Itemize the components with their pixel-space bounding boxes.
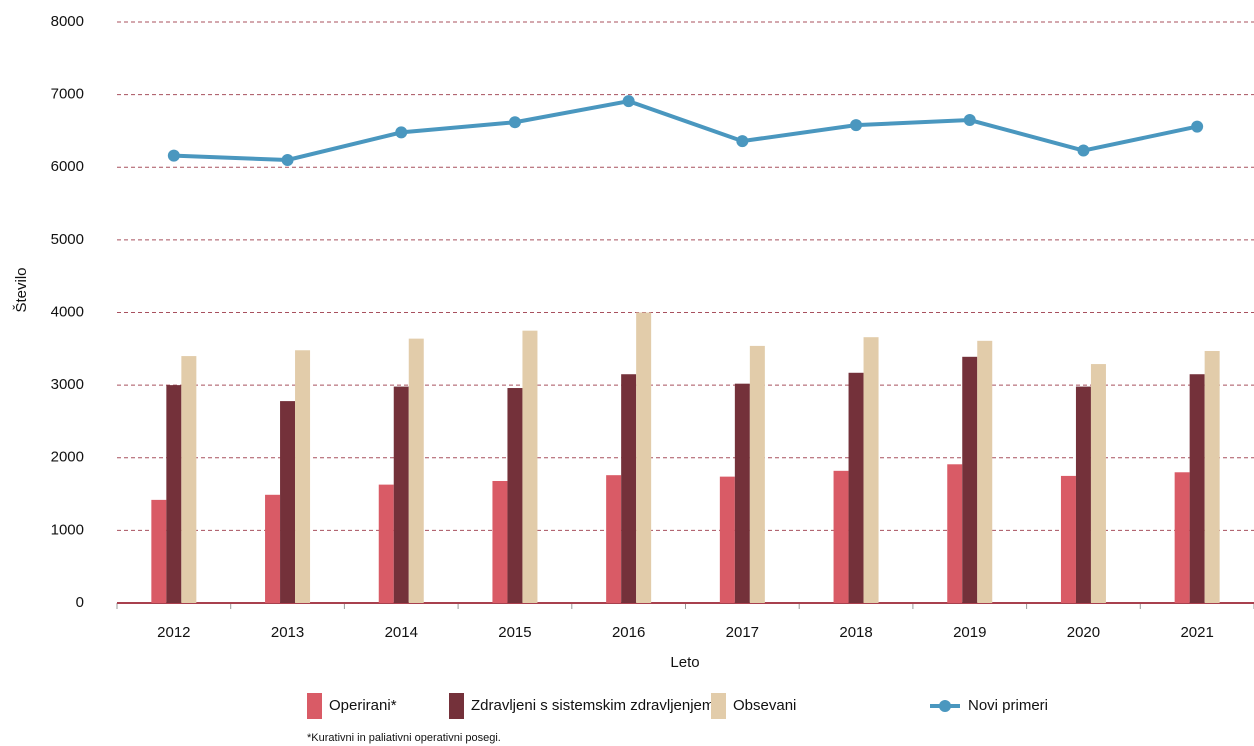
bar — [181, 356, 197, 603]
line-marker — [850, 119, 863, 132]
y-tick-label: 0 — [76, 594, 84, 611]
bar — [378, 484, 394, 603]
line — [173, 99, 1198, 162]
bar — [1204, 350, 1220, 603]
legend-label: Obsevani — [733, 697, 796, 714]
x-tick-label: 2014 — [385, 624, 418, 641]
line-marker — [395, 126, 408, 139]
bar — [265, 494, 281, 603]
x-tick-label: 2013 — [271, 624, 304, 641]
legend-swatch — [307, 693, 322, 719]
y-tick-label: 1000 — [51, 521, 84, 538]
bar — [280, 401, 296, 603]
bar — [393, 386, 409, 603]
line-marker — [1077, 144, 1090, 157]
bar — [606, 475, 622, 603]
legend-swatch — [711, 693, 726, 719]
bar — [636, 312, 652, 603]
bar — [295, 350, 311, 603]
bar — [977, 340, 993, 603]
y-tick-label: 6000 — [51, 158, 84, 175]
bar — [1075, 386, 1091, 603]
x-tick-label: 2020 — [1067, 624, 1100, 641]
legend-label: Zdravljeni s sistemskim zdravljenjem — [471, 697, 714, 714]
legend-swatch — [449, 693, 464, 719]
line-marker — [622, 95, 635, 108]
bar — [507, 388, 523, 603]
bar — [833, 470, 849, 603]
line-marker — [1191, 120, 1204, 133]
x-tick-label: 2018 — [839, 624, 872, 641]
bar — [947, 464, 963, 603]
bar — [522, 330, 538, 603]
y-tick-label: 3000 — [51, 376, 84, 393]
bar — [734, 383, 750, 603]
line-marker — [508, 116, 521, 129]
y-tick-label: 4000 — [51, 303, 84, 320]
bar — [166, 385, 182, 603]
x-tick-label: 2021 — [1180, 624, 1213, 641]
bar — [962, 356, 978, 603]
line-marker — [736, 135, 749, 148]
legend-label: Operirani* — [329, 697, 397, 714]
y-tick-label: 5000 — [51, 231, 84, 248]
x-tick-label: 2019 — [953, 624, 986, 641]
bar — [1060, 475, 1076, 603]
bar — [492, 480, 508, 603]
line-marker — [167, 149, 180, 162]
y-tick-label: 7000 — [51, 86, 84, 103]
legend-swatch — [939, 700, 951, 712]
bar — [863, 337, 879, 603]
bar — [1189, 374, 1205, 603]
bar — [848, 372, 864, 603]
footnote: *Kurativni in paliativni operativni pose… — [307, 732, 501, 744]
bar — [621, 374, 637, 603]
x-tick-label: 2016 — [612, 624, 645, 641]
x-tick-label: 2017 — [726, 624, 759, 641]
legend-label: Novi primeri — [968, 697, 1048, 714]
x-axis-label: Leto — [670, 654, 699, 671]
bar — [1090, 364, 1106, 603]
bar — [1174, 472, 1190, 603]
y-axis-label: Število — [13, 267, 30, 312]
y-tick-label: 8000 — [51, 13, 84, 30]
y-tick-label: 2000 — [51, 449, 84, 466]
bar — [408, 338, 424, 603]
line-marker — [281, 153, 294, 166]
x-tick-label: 2015 — [498, 624, 531, 641]
bar — [749, 345, 765, 603]
line-marker — [963, 114, 976, 127]
x-tick-label: 2012 — [157, 624, 190, 641]
bar — [719, 476, 735, 603]
bar — [151, 499, 167, 603]
